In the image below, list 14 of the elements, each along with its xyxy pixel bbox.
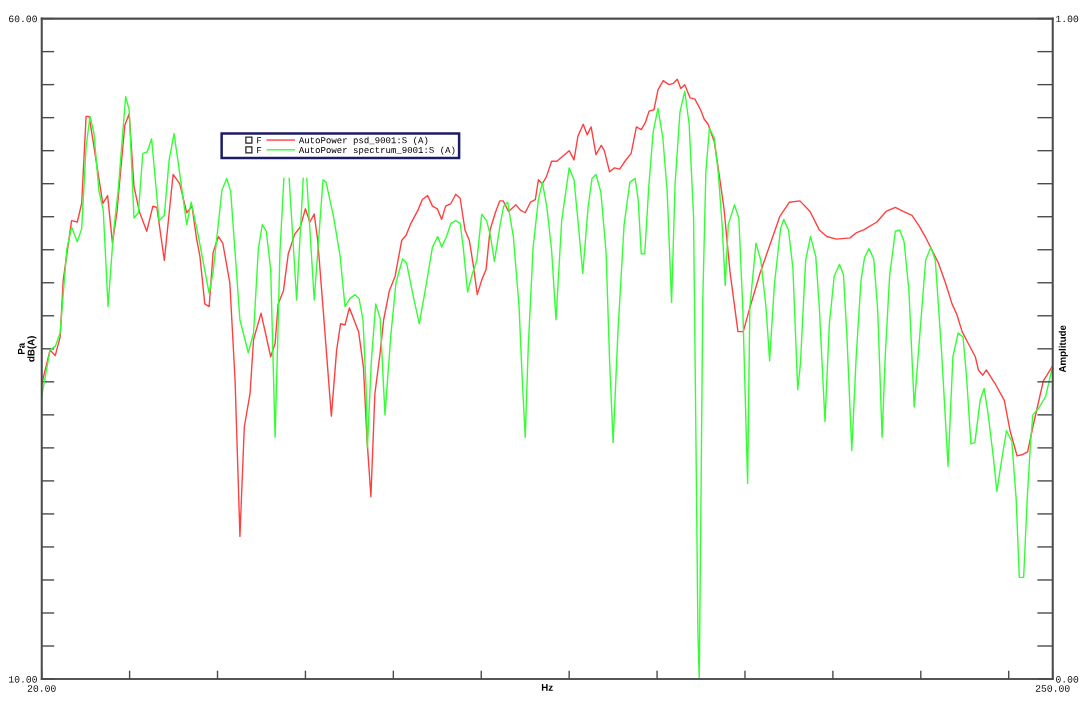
y2-tick-label: 0.00 — [1056, 676, 1079, 683]
x-axis-title: Hz — [541, 684, 553, 691]
annotation: F — [257, 137, 262, 144]
line-series — [41, 78, 1053, 538]
y-tick-label: 10.00 — [9, 676, 37, 683]
annotation: F — [257, 147, 262, 153]
legend-label: AutoPower psd_9001:S (A) — [298, 136, 428, 146]
x-tick-label: 250.00 — [1035, 685, 1070, 692]
x-tick-label: 20.00 — [27, 685, 56, 692]
y2-axis-title: Amplitude — [1058, 325, 1068, 373]
y-axis-title: Pa dB(A) — [17, 336, 37, 362]
y-tick-label: 60.00 — [9, 15, 37, 23]
legend-label: AutoPower spectrum_9001:S (A) — [298, 146, 455, 155]
y2-tick-label: 1.00 — [1056, 15, 1079, 23]
